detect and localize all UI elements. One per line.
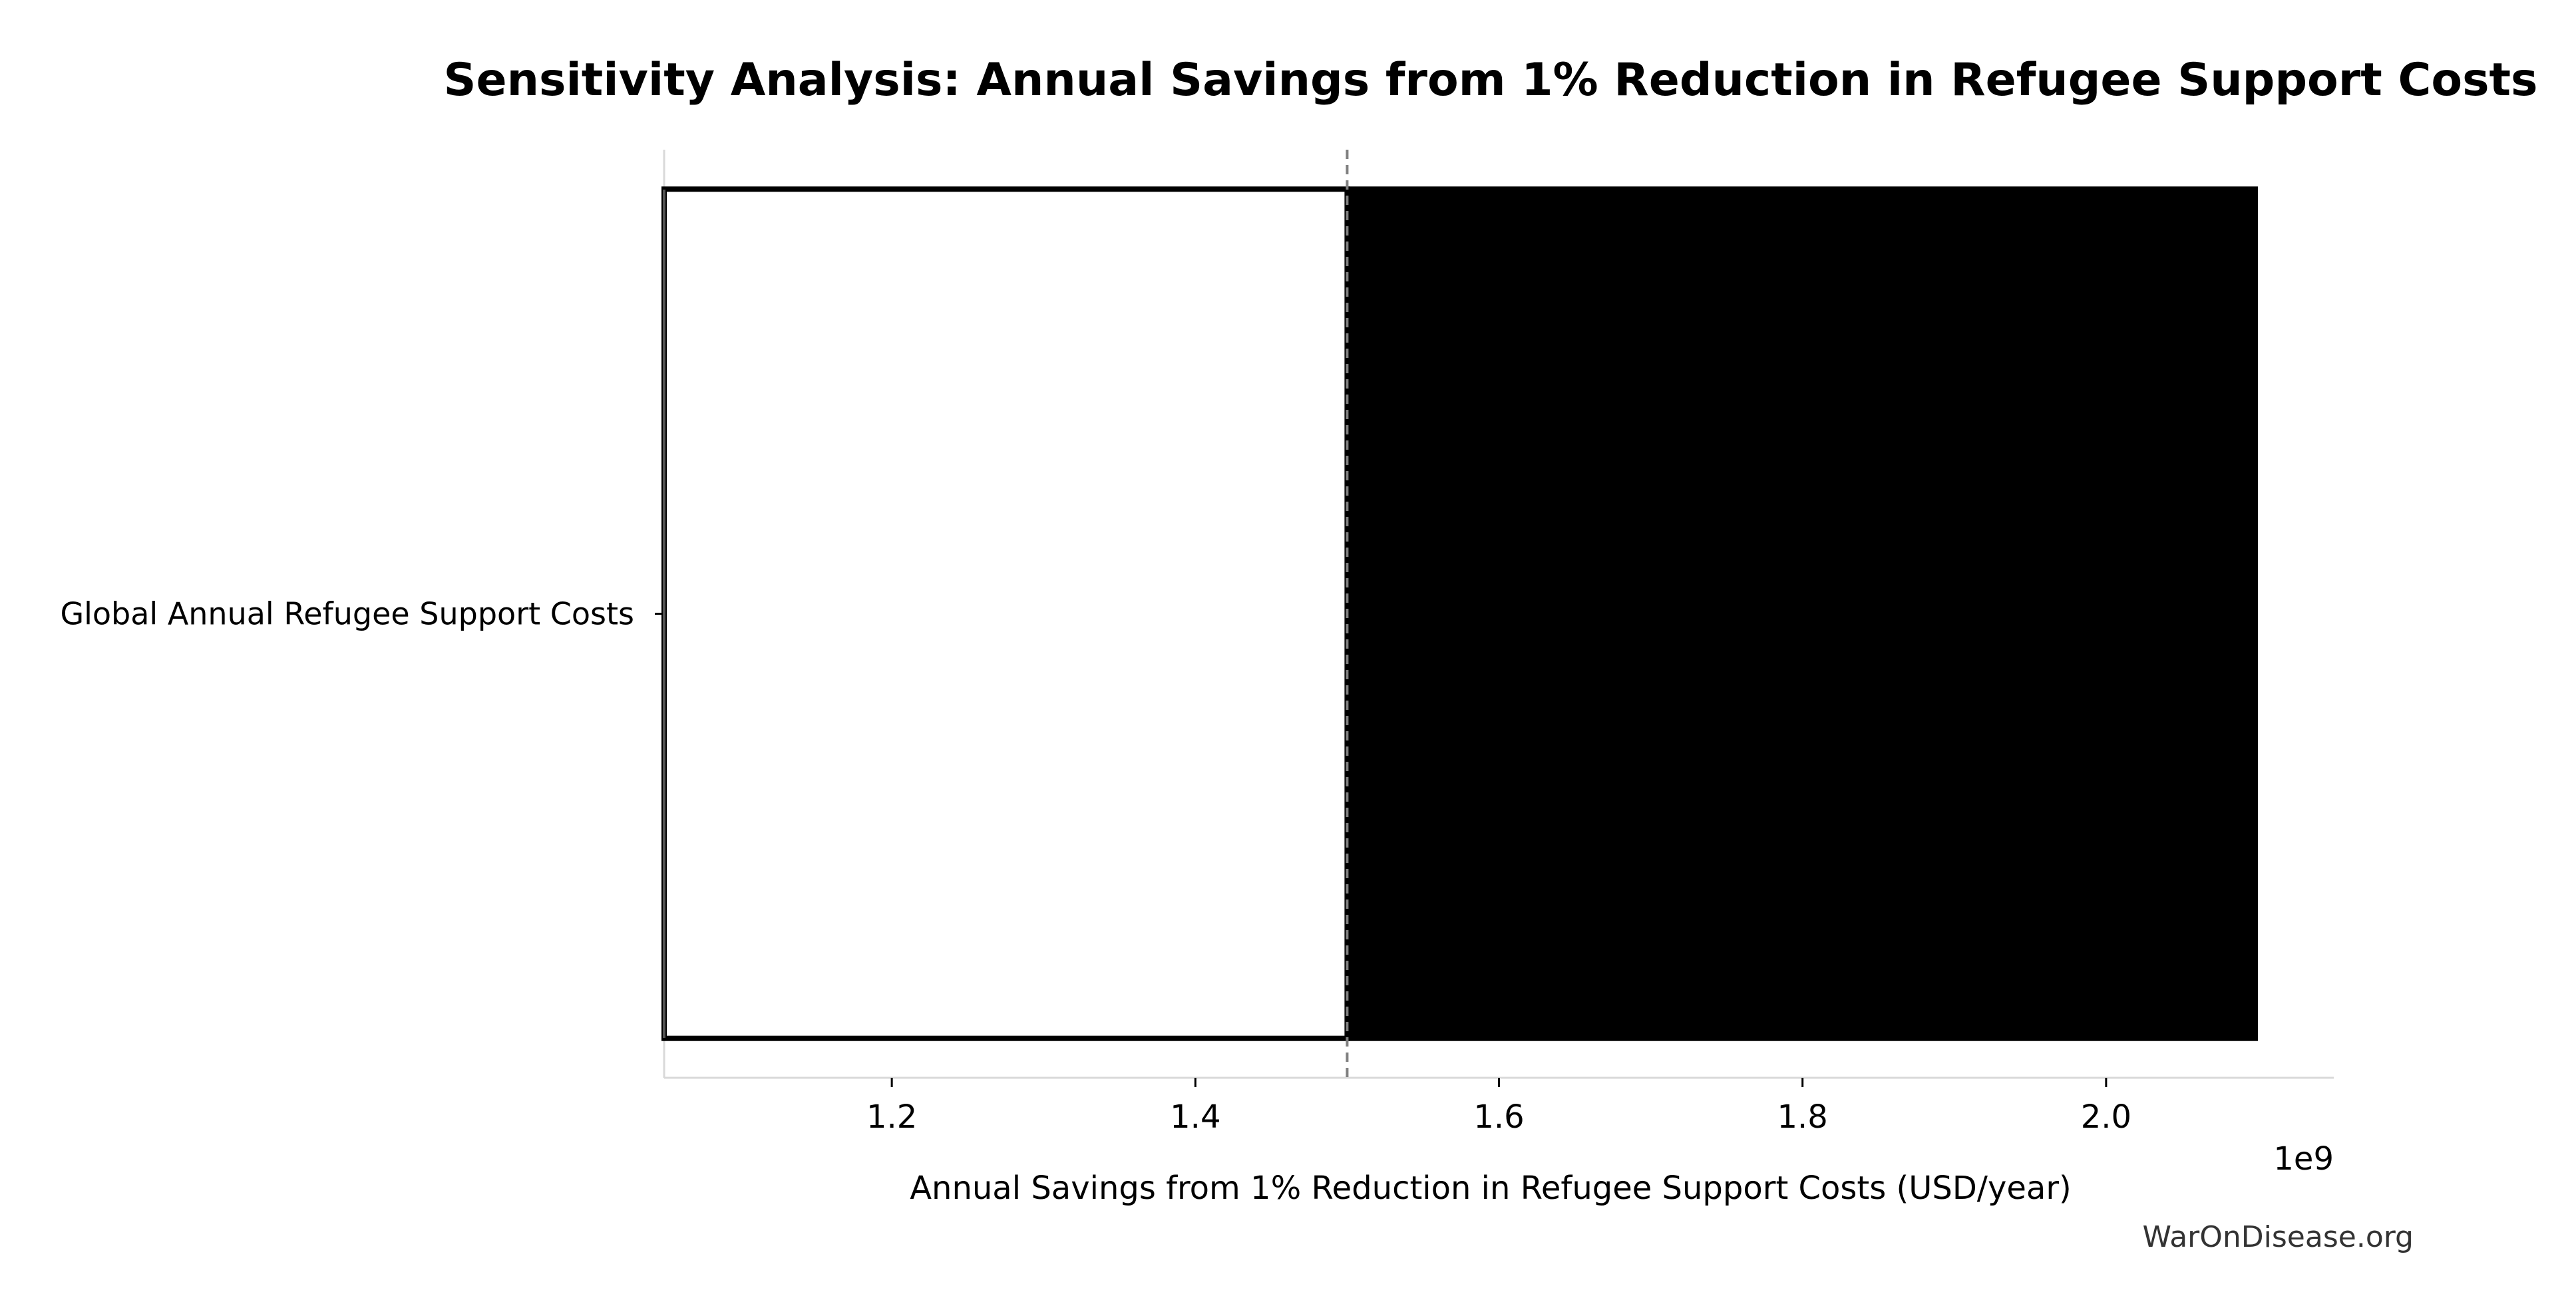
- x-tick-label-4: 2.0: [2081, 1098, 2131, 1136]
- watermark: WarOnDisease.org: [2143, 1220, 2414, 1254]
- x-tick-label-2: 1.6: [1473, 1098, 1524, 1136]
- x-tick-label-3: 1.8: [1777, 1098, 1828, 1136]
- x-axis-label: Annual Savings from 1% Reduction in Refu…: [910, 1170, 2072, 1207]
- x-axis-offset-label: 1e9: [2273, 1140, 2334, 1178]
- chart-title: Sensitivity Analysis: Annual Savings fro…: [443, 54, 2537, 106]
- bar-high-0: [1347, 186, 2258, 1041]
- y-tick-label-0: Global Annual Refugee Support Costs: [60, 596, 634, 632]
- bar-low-0: [661, 186, 1350, 1041]
- x-tick-label-0: 1.2: [866, 1098, 917, 1136]
- plot-area: Global Annual Refugee Support Costs 1.2 1.…: [60, 150, 2334, 1136]
- x-tick-label-1: 1.4: [1170, 1098, 1220, 1136]
